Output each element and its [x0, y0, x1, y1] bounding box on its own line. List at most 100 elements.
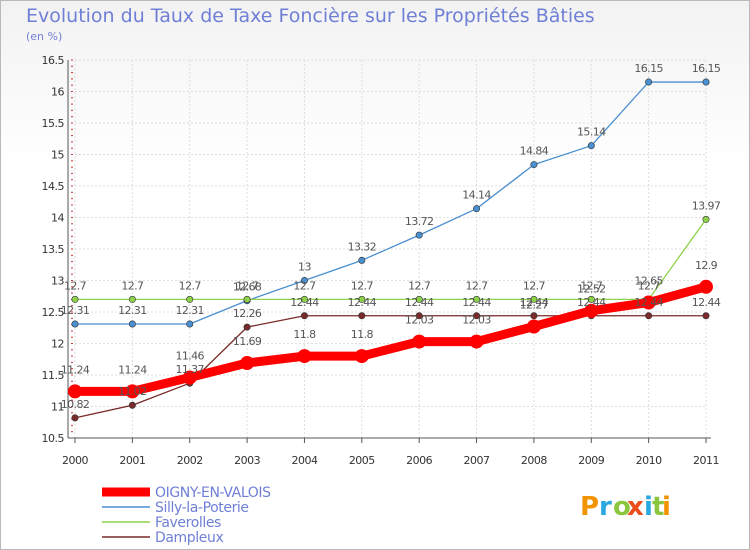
data-label: 12.26	[233, 307, 262, 320]
y-tick-label: 16.5	[42, 54, 65, 67]
data-point-0	[125, 384, 140, 399]
data-label: 11.37	[175, 363, 204, 376]
data-label: 14.84	[520, 145, 549, 158]
data-label: 12.7	[408, 279, 431, 292]
data-point-0	[354, 349, 369, 364]
data-point-1	[71, 320, 79, 328]
legend-label: Silly-la-Poterie	[155, 500, 249, 516]
logo-letter: i	[662, 492, 671, 522]
data-point-1	[186, 320, 194, 328]
y-tick-label: 13.5	[42, 243, 65, 256]
data-label: 11.69	[233, 335, 262, 348]
data-point-3	[473, 312, 481, 320]
data-label: 15.14	[577, 126, 606, 139]
data-point-1	[415, 231, 423, 239]
data-point-1	[587, 142, 595, 150]
data-label: 12.7	[236, 279, 259, 292]
y-tick-label: 14	[51, 212, 64, 225]
x-tick-label: 2008	[521, 454, 547, 467]
axes: 10.5 11 11.5 12 12.5 13 13.5 14 14.5 15 15.5 16 16.5…	[42, 54, 720, 467]
legend-label: Faverolles	[155, 515, 221, 531]
data-label: 12.7	[351, 279, 374, 292]
x-tick-label: 2001	[119, 454, 145, 467]
data-point-0	[412, 334, 427, 349]
data-label: 12.7	[64, 279, 87, 292]
data-label: 12.7	[293, 279, 316, 292]
data-point-1	[473, 205, 481, 213]
data-point-3	[358, 312, 366, 320]
data-point-0	[297, 349, 312, 364]
x-tick-label: 2011	[693, 454, 719, 467]
logo-letter: t	[652, 492, 664, 522]
y-tick-label: 11.5	[42, 369, 65, 382]
data-point-2	[300, 295, 308, 303]
data-point-1	[702, 78, 710, 86]
x-tick-label: 2003	[234, 454, 260, 467]
data-label: 14.14	[462, 189, 491, 202]
data-label: 12.7	[580, 279, 603, 292]
series-line-1	[74, 81, 707, 325]
data-point-2	[473, 295, 481, 303]
data-label: 11.46	[175, 350, 204, 363]
y-tick-label: 13	[51, 275, 64, 288]
y-tick-label: 16	[51, 86, 64, 99]
legend-label: Dampleux	[155, 530, 223, 546]
data-point-2	[186, 295, 194, 303]
logo-letter: i	[644, 492, 653, 522]
data-label: 11.24	[61, 363, 90, 376]
data-label: 13.72	[405, 215, 434, 228]
logo-letter: r	[599, 492, 612, 522]
data-label: 12.31	[175, 304, 204, 317]
data-label: 12.44	[348, 296, 377, 309]
data-point-2	[243, 295, 251, 303]
data-label: 11.24	[118, 363, 147, 376]
data-label: 12.27	[520, 298, 549, 311]
data-label: 12.44	[405, 296, 434, 309]
data-point-2	[530, 295, 538, 303]
data-point-3	[300, 312, 308, 320]
x-tick-label: 2010	[636, 454, 662, 467]
data-point-2	[587, 295, 595, 303]
series-layer	[68, 78, 713, 422]
data-label: 12.44	[462, 296, 491, 309]
data-point-2	[128, 295, 136, 303]
data-label: 12.44	[577, 296, 606, 309]
y-tick-label: 12.5	[42, 306, 65, 319]
logo-letter: o	[613, 492, 631, 522]
y-tick-label: 15	[51, 149, 64, 162]
legend: OIGNY-EN-VALOISSilly-la-PoterieFaverolle…	[102, 485, 271, 546]
data-label: 12.65	[634, 275, 663, 288]
data-label: 16.15	[634, 62, 663, 75]
data-point-2	[702, 215, 710, 223]
data-point-0	[469, 334, 484, 349]
data-labels: 11.24 11.24 11.46 11.69 11.8 11.8 12.03 12.03 12…	[61, 62, 722, 411]
data-label: 10.82	[61, 398, 90, 411]
data-point-3	[702, 312, 710, 320]
data-point-3	[71, 414, 79, 422]
data-point-0	[240, 356, 255, 371]
data-point-0	[182, 370, 197, 385]
x-tick-label: 2006	[406, 454, 432, 467]
chart-subtitle: (en %)	[26, 30, 62, 43]
data-label: 12.68	[233, 281, 262, 294]
data-label: 11.8	[351, 328, 374, 341]
data-label: 11.02	[118, 385, 147, 398]
x-tick-label: 2005	[349, 454, 375, 467]
data-point-2	[358, 295, 366, 303]
data-label: 12.7	[121, 279, 144, 292]
data-label: 16.15	[692, 62, 721, 75]
data-point-1	[530, 161, 538, 169]
grid	[74, 59, 707, 439]
data-label: 12.44	[520, 296, 549, 309]
data-point-2	[415, 295, 423, 303]
data-point-1	[645, 78, 653, 86]
data-label: 11.8	[293, 328, 316, 341]
data-point-0	[526, 319, 541, 334]
y-tick-label: 12	[51, 338, 64, 351]
data-label: 12.31	[118, 304, 147, 317]
y-tick-label: 15.5	[42, 117, 65, 130]
x-tick-label: 2002	[177, 454, 203, 467]
data-label: 12.44	[634, 296, 663, 309]
data-label: 12.7	[638, 279, 661, 292]
